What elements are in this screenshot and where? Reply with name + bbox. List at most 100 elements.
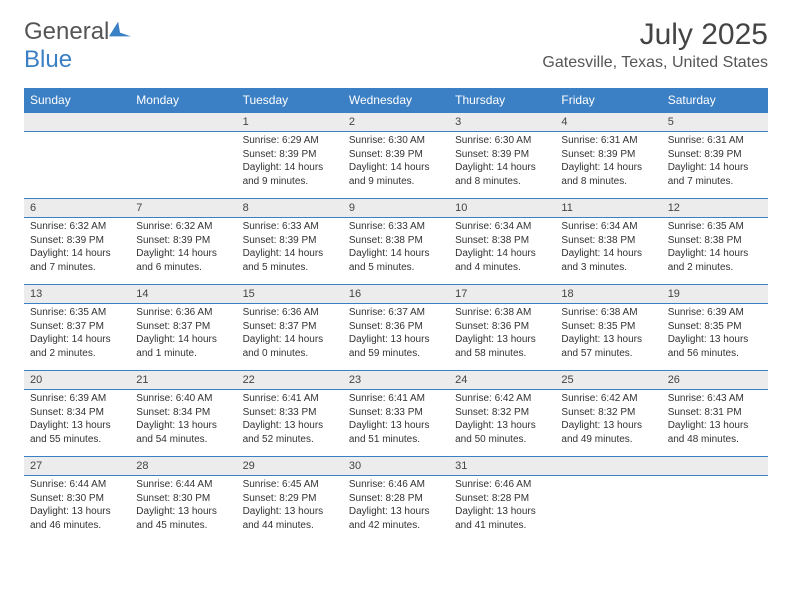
daylight: Daylight: 13 hours and 50 minutes. bbox=[455, 419, 549, 446]
day-detail-cell: Sunrise: 6:36 AMSunset: 8:37 PMDaylight:… bbox=[130, 304, 236, 371]
daylight: Daylight: 14 hours and 7 minutes. bbox=[30, 247, 124, 274]
daylight: Daylight: 13 hours and 49 minutes. bbox=[561, 419, 655, 446]
day-detail-cell: Sunrise: 6:46 AMSunset: 8:28 PMDaylight:… bbox=[449, 476, 555, 543]
day-number-cell: 26 bbox=[662, 371, 768, 390]
day-detail-cell: Sunrise: 6:42 AMSunset: 8:32 PMDaylight:… bbox=[555, 390, 661, 457]
day-header: Sunday bbox=[24, 88, 130, 113]
sunset: Sunset: 8:32 PM bbox=[561, 406, 655, 420]
day-detail-cell: Sunrise: 6:46 AMSunset: 8:28 PMDaylight:… bbox=[343, 476, 449, 543]
logo-icon bbox=[109, 19, 131, 39]
day-number-cell: 8 bbox=[237, 199, 343, 218]
day-number-cell: 9 bbox=[343, 199, 449, 218]
month-title: July 2025 bbox=[542, 18, 768, 52]
day-header: Saturday bbox=[662, 88, 768, 113]
day-detail-cell: Sunrise: 6:41 AMSunset: 8:33 PMDaylight:… bbox=[343, 390, 449, 457]
sunrise: Sunrise: 6:32 AM bbox=[136, 220, 230, 234]
day-number-cell: 25 bbox=[555, 371, 661, 390]
sunrise: Sunrise: 6:34 AM bbox=[455, 220, 549, 234]
daylight: Daylight: 13 hours and 42 minutes. bbox=[349, 505, 443, 532]
daylight: Daylight: 14 hours and 2 minutes. bbox=[668, 247, 762, 274]
sunset: Sunset: 8:37 PM bbox=[136, 320, 230, 334]
logo: General Blue bbox=[24, 18, 131, 74]
day-number-cell: 17 bbox=[449, 285, 555, 304]
sunset: Sunset: 8:39 PM bbox=[136, 234, 230, 248]
day-number-cell: 22 bbox=[237, 371, 343, 390]
sunset: Sunset: 8:32 PM bbox=[455, 406, 549, 420]
day-number-cell: 5 bbox=[662, 113, 768, 132]
day-number-cell bbox=[24, 113, 130, 132]
day-number-cell: 19 bbox=[662, 285, 768, 304]
week-daynum-row: 20212223242526 bbox=[24, 371, 768, 390]
day-number-cell: 12 bbox=[662, 199, 768, 218]
sunset: Sunset: 8:37 PM bbox=[243, 320, 337, 334]
sunset: Sunset: 8:29 PM bbox=[243, 492, 337, 506]
day-detail-cell: Sunrise: 6:42 AMSunset: 8:32 PMDaylight:… bbox=[449, 390, 555, 457]
day-detail-cell bbox=[24, 132, 130, 199]
sunrise: Sunrise: 6:30 AM bbox=[349, 134, 443, 148]
day-header: Tuesday bbox=[237, 88, 343, 113]
sunset: Sunset: 8:34 PM bbox=[136, 406, 230, 420]
day-number-cell: 3 bbox=[449, 113, 555, 132]
day-detail-cell: Sunrise: 6:33 AMSunset: 8:39 PMDaylight:… bbox=[237, 218, 343, 285]
sunrise: Sunrise: 6:46 AM bbox=[455, 478, 549, 492]
sunrise: Sunrise: 6:42 AM bbox=[455, 392, 549, 406]
sunrise: Sunrise: 6:29 AM bbox=[243, 134, 337, 148]
sunrise: Sunrise: 6:37 AM bbox=[349, 306, 443, 320]
day-number-cell: 21 bbox=[130, 371, 236, 390]
day-detail-cell bbox=[130, 132, 236, 199]
daylight: Daylight: 13 hours and 54 minutes. bbox=[136, 419, 230, 446]
day-number-cell: 1 bbox=[237, 113, 343, 132]
day-number-cell: 18 bbox=[555, 285, 661, 304]
day-number-cell bbox=[555, 457, 661, 476]
sunset: Sunset: 8:33 PM bbox=[243, 406, 337, 420]
logo-text-b: Blue bbox=[24, 46, 72, 73]
day-number-cell: 30 bbox=[343, 457, 449, 476]
sunrise: Sunrise: 6:40 AM bbox=[136, 392, 230, 406]
sunrise: Sunrise: 6:34 AM bbox=[561, 220, 655, 234]
day-detail-cell bbox=[662, 476, 768, 543]
sunset: Sunset: 8:38 PM bbox=[561, 234, 655, 248]
sunrise: Sunrise: 6:41 AM bbox=[349, 392, 443, 406]
day-header: Thursday bbox=[449, 88, 555, 113]
day-detail-cell: Sunrise: 6:34 AMSunset: 8:38 PMDaylight:… bbox=[555, 218, 661, 285]
day-detail-cell: Sunrise: 6:43 AMSunset: 8:31 PMDaylight:… bbox=[662, 390, 768, 457]
sunrise: Sunrise: 6:30 AM bbox=[455, 134, 549, 148]
daylight: Daylight: 14 hours and 3 minutes. bbox=[561, 247, 655, 274]
day-number-cell: 16 bbox=[343, 285, 449, 304]
daylight: Daylight: 14 hours and 6 minutes. bbox=[136, 247, 230, 274]
day-number-cell: 6 bbox=[24, 199, 130, 218]
sunset: Sunset: 8:34 PM bbox=[30, 406, 124, 420]
day-number-cell bbox=[662, 457, 768, 476]
daylight: Daylight: 14 hours and 8 minutes. bbox=[455, 161, 549, 188]
day-header: Wednesday bbox=[343, 88, 449, 113]
sunrise: Sunrise: 6:44 AM bbox=[30, 478, 124, 492]
sunset: Sunset: 8:36 PM bbox=[349, 320, 443, 334]
day-detail-cell: Sunrise: 6:36 AMSunset: 8:37 PMDaylight:… bbox=[237, 304, 343, 371]
sunset: Sunset: 8:38 PM bbox=[455, 234, 549, 248]
sunrise: Sunrise: 6:46 AM bbox=[349, 478, 443, 492]
day-detail-cell: Sunrise: 6:32 AMSunset: 8:39 PMDaylight:… bbox=[130, 218, 236, 285]
sunrise: Sunrise: 6:33 AM bbox=[349, 220, 443, 234]
day-number-cell: 28 bbox=[130, 457, 236, 476]
header: General Blue July 2025 Gatesville, Texas… bbox=[0, 0, 792, 80]
sunset: Sunset: 8:33 PM bbox=[349, 406, 443, 420]
sunset: Sunset: 8:28 PM bbox=[455, 492, 549, 506]
calendar-table: SundayMondayTuesdayWednesdayThursdayFrid… bbox=[24, 88, 768, 542]
day-number-cell: 27 bbox=[24, 457, 130, 476]
daylight: Daylight: 14 hours and 2 minutes. bbox=[30, 333, 124, 360]
week-daynum-row: 6789101112 bbox=[24, 199, 768, 218]
sunset: Sunset: 8:39 PM bbox=[349, 148, 443, 162]
sunrise: Sunrise: 6:44 AM bbox=[136, 478, 230, 492]
sunrise: Sunrise: 6:39 AM bbox=[668, 306, 762, 320]
sunrise: Sunrise: 6:38 AM bbox=[561, 306, 655, 320]
week-detail-row: Sunrise: 6:39 AMSunset: 8:34 PMDaylight:… bbox=[24, 390, 768, 457]
sunset: Sunset: 8:38 PM bbox=[668, 234, 762, 248]
sunset: Sunset: 8:30 PM bbox=[136, 492, 230, 506]
daylight: Daylight: 13 hours and 46 minutes. bbox=[30, 505, 124, 532]
day-detail-cell: Sunrise: 6:44 AMSunset: 8:30 PMDaylight:… bbox=[24, 476, 130, 543]
day-number-cell bbox=[130, 113, 236, 132]
daylight: Daylight: 14 hours and 9 minutes. bbox=[349, 161, 443, 188]
day-detail-cell: Sunrise: 6:40 AMSunset: 8:34 PMDaylight:… bbox=[130, 390, 236, 457]
day-number-cell: 11 bbox=[555, 199, 661, 218]
daylight: Daylight: 14 hours and 5 minutes. bbox=[349, 247, 443, 274]
